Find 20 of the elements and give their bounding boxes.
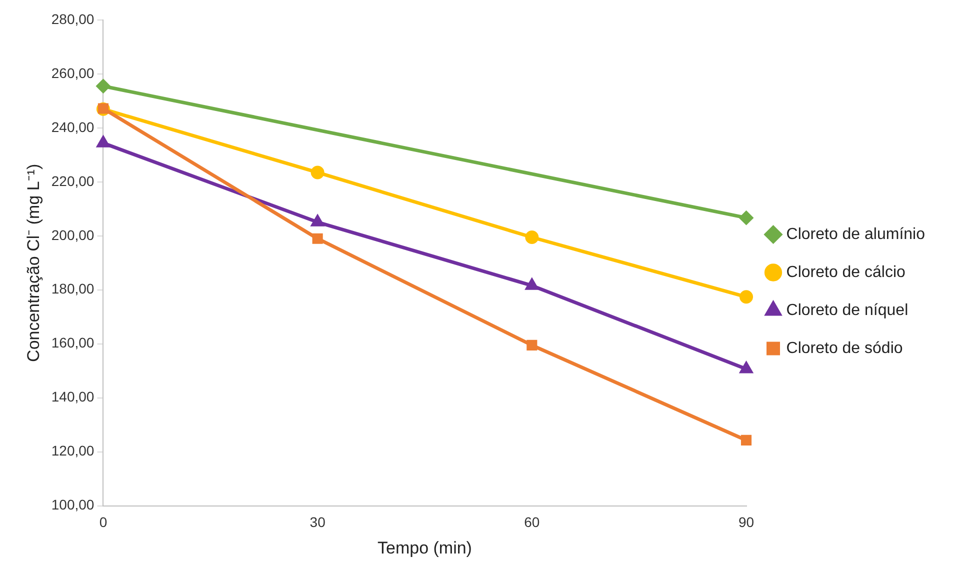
legend-label: Cloreto de níquel [786,302,908,319]
y-tick-label: 260,00 [51,64,94,81]
legend-label: Cloreto de sódio [786,340,903,357]
y-tick-label: 280,00 [51,10,94,27]
legend-label: Cloreto de alumínio [786,226,926,243]
y-tick-label: 100,00 [51,496,94,513]
y-axis-title: Concentração Cl⁻ (mg L⁻¹) [24,164,43,362]
y-tick-label: 180,00 [51,280,94,297]
y-tick-label: 200,00 [51,226,94,243]
y-tick-label: 160,00 [51,334,94,351]
x-tick-label: 90 [738,514,754,530]
y-tick-label: 140,00 [51,388,94,405]
y-tick-label: 240,00 [51,118,94,135]
x-tick-label: 30 [310,514,326,530]
legend-label: Cloreto de cálcio [786,264,906,281]
y-tick-label: 120,00 [51,442,94,459]
x-tick-label: 0 [99,514,108,530]
x-tick-label: 60 [524,514,540,530]
y-tick-label: 220,00 [51,172,94,189]
x-axis-title: Tempo (min) [378,538,472,558]
